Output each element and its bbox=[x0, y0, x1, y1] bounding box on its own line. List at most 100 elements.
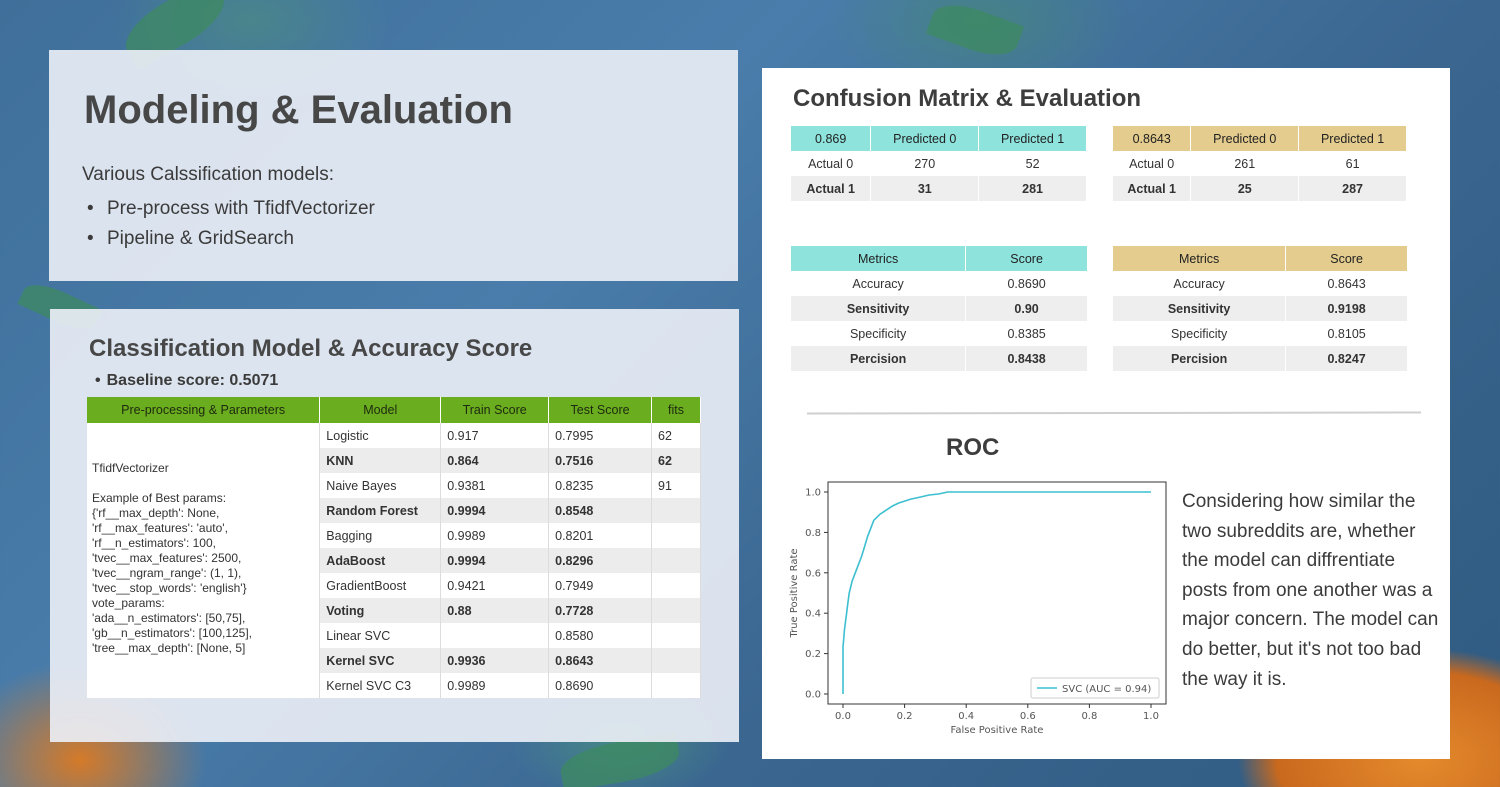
cell-model: GradientBoost bbox=[319, 573, 442, 598]
score-header: Score bbox=[965, 246, 1088, 271]
x-tick-label: 0.4 bbox=[958, 711, 974, 722]
cell-fits bbox=[651, 498, 701, 523]
table-row: GradientBoost 0.9421 0.7949 bbox=[87, 573, 701, 598]
params-cell: TfidfVectorizer Example of Best params: … bbox=[87, 423, 321, 698]
models-table: Pre-processing & Parameters Model Train … bbox=[87, 397, 701, 698]
modeling-bullet-list: Pre-process with TfidfVectorizer Pipelin… bbox=[87, 194, 375, 254]
cell-train: 0.9989 bbox=[440, 523, 550, 548]
y-tick-label: 0.2 bbox=[805, 649, 821, 660]
matrix-cell: 25 bbox=[1190, 176, 1300, 201]
conclusion-text: Considering how similar the two subreddi… bbox=[1182, 491, 1439, 690]
cell-fits: 62 bbox=[651, 423, 701, 448]
cell-train: 0.9994 bbox=[440, 498, 550, 523]
cell-test: 0.7516 bbox=[548, 448, 653, 473]
matrix-col-header: Predicted 1 bbox=[978, 126, 1087, 151]
metric-value: 0.9198 bbox=[1285, 296, 1408, 321]
bullet-item: Pipeline & GridSearch bbox=[87, 224, 375, 254]
cell-model: Kernel SVC C3 bbox=[319, 673, 442, 698]
cell-test: 0.7995 bbox=[548, 423, 653, 448]
metrics-table-right: Metrics Score Accuracy 0.8643 Sensitivity… bbox=[1113, 246, 1408, 371]
cell-test: 0.7949 bbox=[548, 573, 653, 598]
x-tick-label: 1.0 bbox=[1143, 711, 1159, 722]
metric-name: Sensitivity bbox=[1113, 296, 1287, 321]
table-row: Random Forest 0.9994 0.8548 bbox=[87, 498, 701, 523]
baseline-score: Baseline score: 0.5071 bbox=[95, 372, 279, 390]
table-row: AdaBoost 0.9994 0.8296 bbox=[87, 548, 701, 573]
table-row: Voting 0.88 0.7728 bbox=[87, 598, 701, 623]
cell-test: 0.8643 bbox=[548, 648, 653, 673]
matrix-row: Actual 1 31 281 bbox=[791, 176, 1087, 201]
metric-name: Percision bbox=[1113, 346, 1287, 371]
roc-title: ROC bbox=[946, 434, 1000, 461]
modeling-title: Modeling & Evaluation bbox=[84, 88, 513, 132]
matrix-row: Actual 1 25 287 bbox=[1113, 176, 1407, 201]
column-header: Test Score bbox=[548, 397, 653, 423]
background-leaf bbox=[925, 0, 1025, 65]
matrix-cell: 261 bbox=[1190, 151, 1300, 176]
column-header: Train Score bbox=[440, 397, 550, 423]
x-tick-label: 0.2 bbox=[897, 711, 913, 722]
table-row: Linear SVC 0.8580 bbox=[87, 623, 701, 648]
matrix-score: 0.8643 bbox=[1113, 126, 1192, 151]
confusion-matrix-right: 0.8643 Predicted 0 Predicted 1 Actual 0 … bbox=[1113, 126, 1407, 201]
table-row: TfidfVectorizer Example of Best params: … bbox=[87, 423, 701, 698]
cell-model: Naive Bayes bbox=[319, 473, 442, 498]
matrix-col-header: Predicted 1 bbox=[1298, 126, 1407, 151]
matrix-cell: 270 bbox=[870, 151, 980, 176]
cell-train: 0.864 bbox=[440, 448, 550, 473]
modeling-panel: Modeling & Evaluation Various Calssifica… bbox=[49, 50, 738, 281]
table-row: Naive Bayes 0.9381 0.8235 91 bbox=[87, 473, 701, 498]
column-header: Model bbox=[319, 397, 442, 423]
metric-name: Specificity bbox=[791, 321, 967, 346]
confusion-matrix-left: 0.869 Predicted 0 Predicted 1 Actual 0 2… bbox=[791, 126, 1087, 201]
cell-fits bbox=[651, 648, 701, 673]
table-row: Bagging 0.9989 0.8201 bbox=[87, 523, 701, 548]
matrix-row: Actual 0 270 52 bbox=[791, 151, 1087, 176]
y-tick-label: 0.8 bbox=[805, 528, 821, 539]
matrix-cell: 61 bbox=[1298, 151, 1407, 176]
matrix-cell: 31 bbox=[870, 176, 980, 201]
matrix-cell: 281 bbox=[978, 176, 1087, 201]
x-tick-label: 0.8 bbox=[1081, 711, 1097, 722]
cell-train: 0.9989 bbox=[440, 673, 550, 698]
matrix-col-header: Predicted 0 bbox=[1190, 126, 1300, 151]
cell-train: 0.9936 bbox=[440, 648, 550, 673]
cell-test: 0.8201 bbox=[548, 523, 653, 548]
table-row: Kernel SVC 0.9936 0.8643 bbox=[87, 648, 701, 673]
cell-train: 0.9381 bbox=[440, 473, 550, 498]
metric-value: 0.8438 bbox=[965, 346, 1088, 371]
metrics-table-left: Metrics Score Accuracy 0.8690 Sensitivity… bbox=[791, 246, 1088, 371]
x-tick-label: 0.6 bbox=[1020, 711, 1036, 722]
bullet-item: Pre-process with TfidfVectorizer bbox=[87, 194, 375, 224]
y-axis-label: True Positive Rate bbox=[789, 548, 800, 638]
cell-test: 0.7728 bbox=[548, 598, 653, 623]
matrix-cell: 52 bbox=[978, 151, 1087, 176]
confusion-title: Confusion Matrix & Evaluation bbox=[793, 85, 1142, 112]
cell-model: Bagging bbox=[319, 523, 442, 548]
y-tick-label: 0.6 bbox=[805, 568, 821, 579]
section-divider bbox=[806, 411, 1422, 415]
legend-box bbox=[1030, 677, 1160, 699]
confusion-panel: Confusion Matrix & Evaluation 0.869 Pred… bbox=[762, 68, 1450, 759]
cell-test: 0.8235 bbox=[548, 473, 653, 498]
cell-fits bbox=[651, 523, 701, 548]
x-tick-label: 0.0 bbox=[835, 711, 851, 722]
metric-value: 0.8643 bbox=[1285, 271, 1408, 296]
cell-test: 0.8296 bbox=[548, 548, 653, 573]
cell-test: 0.8690 bbox=[548, 673, 653, 698]
models-intro: Various Calssification models: bbox=[82, 164, 335, 185]
cell-test: 0.8580 bbox=[548, 623, 653, 648]
metrics-header: Metrics bbox=[1113, 246, 1287, 271]
metric-value: 0.8105 bbox=[1285, 321, 1408, 346]
metric-name: Accuracy bbox=[1113, 271, 1287, 296]
score-header: Score bbox=[1285, 246, 1408, 271]
cell-test: 0.8548 bbox=[548, 498, 653, 523]
x-axis-label: False Positive Rate bbox=[951, 725, 1044, 736]
roc-curve bbox=[842, 491, 1151, 694]
matrix-cell: 287 bbox=[1298, 176, 1407, 201]
matrix-score: 0.869 bbox=[791, 126, 872, 151]
cell-train: 0.917 bbox=[440, 423, 550, 448]
table-row: KNN 0.864 0.7516 62 bbox=[87, 448, 701, 473]
matrix-row-label: Actual 0 bbox=[1113, 151, 1192, 176]
column-header: fits bbox=[651, 397, 701, 423]
